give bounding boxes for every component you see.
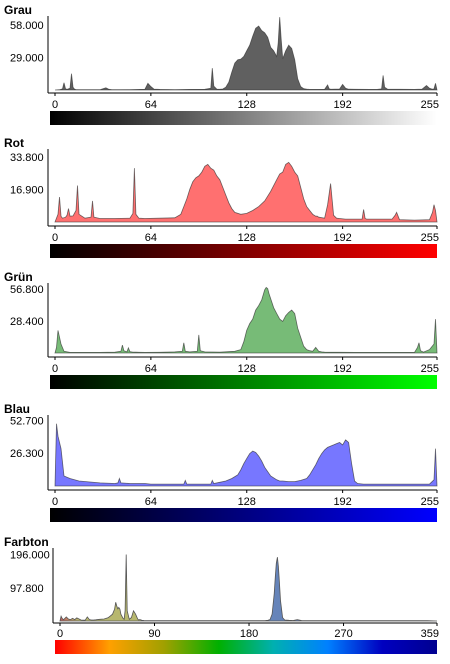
histogram-area <box>54 161 438 223</box>
x-tick-label: 64 <box>145 232 157 244</box>
panel-title: Blau <box>4 402 30 416</box>
color-gradient-bar <box>55 640 437 654</box>
histogram-panel-1: Rot 33.800 16.900 0 64 128 192 255 <box>4 136 439 258</box>
y-tick-label: 58.000 <box>10 20 44 32</box>
x-tick-label: 255 <box>421 99 439 111</box>
x-tick-label: 0 <box>57 628 63 640</box>
y-tick-label: 29.000 <box>10 52 44 64</box>
x-tick-label: 192 <box>333 99 351 111</box>
y-tick-label: 97.800 <box>10 583 44 595</box>
y-tick-label: 56.800 <box>10 284 44 296</box>
x-tick-label: 180 <box>240 628 258 640</box>
x-tick-label: 192 <box>333 496 351 508</box>
x-tick-label: 128 <box>238 363 256 375</box>
x-tick-label: 128 <box>238 496 256 508</box>
x-tick-label: 64 <box>145 496 157 508</box>
x-tick-label: 0 <box>52 232 58 244</box>
y-tick-label: 196.000 <box>10 549 50 561</box>
color-gradient-bar <box>50 508 437 522</box>
color-gradient-bar <box>50 375 437 389</box>
x-tick-label: 192 <box>333 363 351 375</box>
y-tick-label: 52.700 <box>10 415 44 427</box>
x-tick-label: 90 <box>148 628 160 640</box>
histogram-area <box>54 286 438 354</box>
y-tick-label: 33.800 <box>10 152 44 164</box>
x-tick-label: 359 <box>421 628 439 640</box>
panel-title: Grün <box>4 270 33 284</box>
color-gradient-bar <box>50 111 437 125</box>
x-tick-label: 128 <box>238 99 256 111</box>
panel-title: Rot <box>4 136 24 150</box>
color-gradient-bar <box>50 244 437 258</box>
histogram-area <box>59 554 438 622</box>
histogram-panel-0: Grau 58.000 29.000 0 64 128 192 255 <box>4 3 439 125</box>
x-tick-label: 255 <box>421 363 439 375</box>
x-tick-label: 128 <box>238 232 256 244</box>
y-tick-label: 26.300 <box>10 448 44 460</box>
y-tick-label: 16.900 <box>10 185 44 197</box>
x-tick-label: 0 <box>52 363 58 375</box>
histogram-area <box>54 423 438 487</box>
x-tick-label: 192 <box>333 232 351 244</box>
x-tick-label: 64 <box>145 363 157 375</box>
x-tick-label: 255 <box>421 496 439 508</box>
x-tick-label: 0 <box>52 496 58 508</box>
x-tick-label: 270 <box>334 628 352 640</box>
x-tick-label: 0 <box>52 99 58 111</box>
x-tick-label: 64 <box>145 99 157 111</box>
histogram-area <box>54 17 438 91</box>
panel-title: Farbton <box>4 535 49 549</box>
y-tick-label: 28.400 <box>10 316 44 328</box>
x-tick-label: 255 <box>421 232 439 244</box>
panel-title: Grau <box>4 3 32 17</box>
